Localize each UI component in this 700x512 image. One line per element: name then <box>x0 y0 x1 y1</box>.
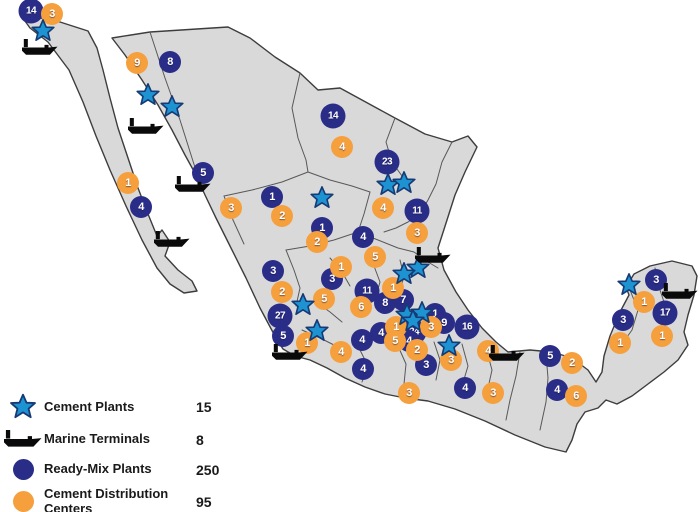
legend-marine-terminal-ship-icon <box>4 430 42 449</box>
cement-plant-star-icon <box>309 185 336 212</box>
legend-distribution-circle-icon <box>4 491 42 512</box>
legend-label-marine-terminals: Marine Terminals <box>44 431 150 447</box>
ready-mix-plant-marker: 1 <box>261 186 283 208</box>
legend-cement-plant-star-icon <box>4 392 42 422</box>
cement-plant-star-icon <box>290 292 317 319</box>
marine-terminal-ship-icon <box>272 344 308 362</box>
baja-california-outline <box>19 13 198 294</box>
legend-row-cement-distribution-centers: Cement Distribution Centers 95 <box>4 486 264 512</box>
state-border-line <box>505 351 521 421</box>
legend-row-marine-terminals: Marine Terminals 8 <box>4 427 264 452</box>
ready-mix-plant-marker: 14 <box>18 0 44 24</box>
marine-terminal-ship-icon <box>175 176 211 194</box>
ready-mix-plant-marker: 4 <box>454 377 476 399</box>
legend-label-cement-distribution-centers: Cement Distribution Centers <box>44 486 169 512</box>
ready-mix-plant-marker: 4 <box>352 226 374 248</box>
cement-distribution-center-marker: 2 <box>406 339 428 361</box>
state-border-line <box>291 72 309 173</box>
ready-mix-plant-marker: 3 <box>262 260 284 282</box>
legend-ready-mix-circle-icon <box>4 459 42 480</box>
marine-terminal-ship-icon <box>154 231 190 249</box>
ready-mix-plant-marker: 5 <box>192 162 214 184</box>
ready-mix-plant-marker: 27 <box>267 303 293 329</box>
cement-plant-star-icon <box>135 82 162 109</box>
cement-distribution-center-marker: 1 <box>117 172 139 194</box>
cement-distribution-center-marker: 3 <box>220 197 242 219</box>
cement-distribution-center-marker: 6 <box>350 296 372 318</box>
cement-distribution-center-marker: 3 <box>406 222 428 244</box>
cement-plant-star-icon <box>616 272 643 299</box>
legend-row-ready-mix-plants: Ready-Mix Plants 250 <box>4 457 264 482</box>
cement-plant-star-icon <box>304 318 331 345</box>
cement-distribution-center-marker: 3 <box>398 382 420 404</box>
legend-label-cement-plants: Cement Plants <box>44 398 135 414</box>
ready-mix-plant-marker: 3 <box>645 269 667 291</box>
cement-distribution-center-marker: 2 <box>271 281 293 303</box>
state-border-line <box>307 171 371 193</box>
cement-distribution-center-marker: 3 <box>420 316 442 338</box>
legend-label-ready-mix-plants: Ready-Mix Plants <box>44 461 152 477</box>
cement-distribution-center-marker: 2 <box>561 352 583 374</box>
cement-distribution-center-marker: 3 <box>41 3 63 25</box>
ready-mix-plant-marker: 4 <box>546 379 568 401</box>
marine-terminal-ship-icon <box>662 283 698 301</box>
cement-distribution-center-marker: 1 <box>633 291 655 313</box>
marine-terminal-ship-icon <box>22 39 58 57</box>
ready-mix-plant-marker: 11 <box>404 198 430 224</box>
ready-mix-plant-marker: 14 <box>320 103 346 129</box>
marine-terminal-ship-icon <box>415 247 451 265</box>
marine-terminal-ship-icon <box>489 345 525 363</box>
cement-distribution-center-marker: 1 <box>609 332 631 354</box>
ready-mix-plant-marker: 8 <box>159 51 181 73</box>
cement-distribution-center-marker: 4 <box>330 341 352 363</box>
cement-distribution-center-marker: 9 <box>126 52 148 74</box>
state-border-line <box>397 345 407 385</box>
ready-mix-plant-marker: 16 <box>454 314 480 340</box>
ready-mix-plant-marker: 5 <box>539 345 561 367</box>
cement-distribution-center-marker: 4 <box>331 136 353 158</box>
ready-mix-plant-marker: 17 <box>652 300 678 326</box>
ready-mix-plant-marker: 5 <box>272 325 294 347</box>
cement-plant-star-icon <box>391 170 418 197</box>
cement-plant-star-icon <box>391 261 418 288</box>
legend-value-marine-terminals: 8 <box>196 431 204 448</box>
cement-distribution-center-marker: 5 <box>364 246 386 268</box>
cement-distribution-center-marker: 1 <box>651 325 673 347</box>
cement-distribution-center-marker: 3 <box>482 382 504 404</box>
cement-distribution-center-marker: 2 <box>306 231 328 253</box>
cement-distribution-center-marker: 4 <box>372 197 394 219</box>
legend: Cement Plants 15 Marine Terminals 8 Read… <box>4 392 264 512</box>
cement-plant-star-icon <box>436 333 463 360</box>
cement-distribution-center-marker: 1 <box>330 256 352 278</box>
cement-distribution-center-marker: 5 <box>313 288 335 310</box>
mainland-outline <box>111 26 698 453</box>
marine-terminal-ship-icon <box>128 118 164 136</box>
state-border-line <box>285 249 301 307</box>
cement-distribution-center-marker: 2 <box>271 205 293 227</box>
cement-plant-star-icon <box>159 94 186 121</box>
ready-mix-plant-marker: 4 <box>352 358 374 380</box>
legend-value-ready-mix-plants: 250 <box>196 461 220 478</box>
cement-distribution-center-marker: 6 <box>565 385 587 407</box>
ready-mix-plant-marker: 3 <box>612 309 634 331</box>
ready-mix-plant-marker: 4 <box>130 196 152 218</box>
state-border-line <box>357 231 439 269</box>
legend-value-cement-distribution-centers: 95 <box>196 493 212 510</box>
cement-distribution-center-marker: 5 <box>384 330 406 352</box>
ready-mix-plant-marker: 4 <box>351 329 373 351</box>
cement-plant-star-icon <box>400 308 427 335</box>
ready-mix-plant-marker: 23 <box>374 149 400 175</box>
legend-value-cement-plants: 15 <box>196 399 212 415</box>
legend-row-cement-plants: Cement Plants 15 <box>4 392 264 422</box>
cement-plant-star-icon <box>30 18 57 45</box>
